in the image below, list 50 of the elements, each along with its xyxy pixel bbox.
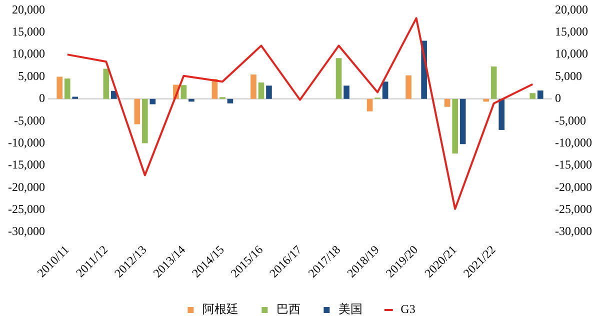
bar: [537, 90, 544, 99]
bar: [460, 98, 466, 144]
y2-tick-label: 0: [555, 91, 562, 106]
y2-tick-label: -5,000: [555, 113, 586, 128]
y2-tick-label: -20,000: [555, 180, 592, 194]
y-tick-label: 0: [38, 91, 45, 106]
bar: [266, 86, 272, 99]
y2-tick-label: -15,000: [555, 158, 592, 172]
bar: [444, 98, 450, 107]
bar: [366, 98, 373, 112]
bar: [56, 76, 63, 99]
legend-label: 阿根廷: [202, 302, 239, 316]
y2-tick-label: 10,000: [555, 46, 588, 61]
bar: [227, 98, 234, 104]
y2-tick-label: -30,000: [555, 224, 592, 238]
y-tick-label: -25,000: [8, 202, 45, 216]
y-tick-label: -20,000: [8, 180, 45, 194]
bar: [336, 58, 342, 99]
bar: [103, 68, 110, 99]
y2-tick-label: -10,000: [555, 135, 592, 150]
y-tick-label: 5,000: [18, 68, 45, 83]
y-tick-label: 15,000: [12, 24, 45, 39]
y2-tick-label: 20,000: [555, 2, 588, 16]
legend-label: G3: [400, 302, 416, 316]
y2-tick-label: -25,000: [555, 202, 592, 216]
y-tick-label: -30,000: [8, 224, 45, 238]
bar: [382, 82, 388, 99]
bar: [188, 98, 194, 102]
bar: [258, 82, 264, 99]
y-tick-label: 10,000: [12, 46, 45, 61]
bar: [530, 93, 536, 99]
bar: [498, 98, 505, 130]
y2-tick-label: 5,000: [555, 68, 582, 83]
bar: [490, 66, 497, 99]
y-tick-label: 20,000: [12, 2, 45, 16]
bar: [406, 75, 412, 99]
bar: [134, 98, 140, 124]
bar: [180, 85, 187, 99]
bar: [483, 98, 490, 102]
y-tick-label: -10,000: [8, 135, 45, 150]
y2-tick-label: 15,000: [555, 24, 588, 39]
legend-label: 巴西: [276, 302, 301, 316]
y-tick-label: -5,000: [14, 113, 45, 128]
bar: [344, 86, 350, 99]
bar: [64, 78, 70, 99]
y-tick-label: -15,000: [8, 158, 45, 172]
bar: [452, 98, 458, 154]
bar: [250, 74, 256, 99]
legend-label: 美国: [338, 302, 363, 316]
bar: [142, 98, 148, 144]
